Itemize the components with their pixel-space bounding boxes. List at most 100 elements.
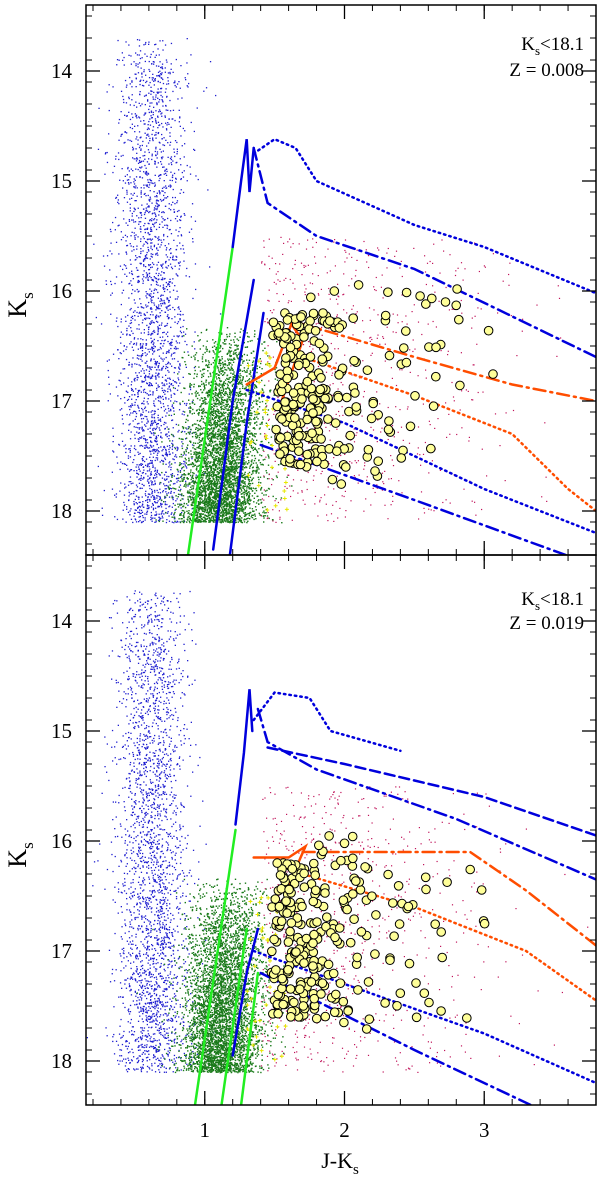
field-star — [155, 202, 158, 204]
field-star — [193, 448, 196, 450]
field-star — [114, 216, 117, 219]
field-star — [172, 384, 174, 387]
field-star — [185, 433, 188, 435]
field-star — [233, 451, 235, 453]
field-star — [214, 405, 216, 408]
field-star — [163, 180, 165, 182]
field-star — [161, 99, 163, 101]
field-star — [158, 316, 160, 318]
field-star — [222, 482, 224, 484]
field-star — [172, 259, 174, 261]
field-star — [236, 479, 239, 481]
field-star — [221, 356, 223, 358]
field-star — [189, 431, 191, 434]
field-star — [132, 148, 135, 150]
field-star — [203, 389, 205, 391]
field-star — [168, 466, 170, 468]
field-star — [164, 192, 166, 194]
field-star — [97, 465, 99, 468]
field-star — [140, 509, 143, 512]
field-star — [177, 469, 179, 471]
field-star — [140, 193, 142, 195]
field-star — [169, 99, 171, 102]
field-star — [158, 111, 160, 113]
field-star — [158, 101, 160, 103]
field-star — [163, 423, 165, 426]
field-star — [139, 452, 141, 455]
field-star — [170, 410, 172, 412]
field-star — [147, 305, 149, 307]
field-star — [202, 483, 205, 485]
field-star — [185, 427, 187, 429]
field-star — [164, 393, 166, 395]
field-star — [180, 248, 182, 250]
field-star — [238, 465, 241, 468]
field-star — [209, 266, 211, 268]
field-star — [229, 376, 232, 379]
field-star — [223, 384, 225, 387]
field-star — [156, 471, 158, 473]
field-star — [177, 521, 179, 523]
field-star — [150, 511, 152, 514]
field-star — [242, 474, 245, 476]
field-star — [205, 452, 207, 454]
field-star — [171, 440, 174, 442]
field-star — [120, 134, 123, 136]
field-star — [143, 372, 145, 374]
field-star — [159, 285, 161, 287]
field-star — [147, 447, 149, 449]
field-star — [193, 373, 196, 375]
field-star — [148, 482, 150, 484]
field-star — [207, 486, 210, 489]
field-star — [252, 418, 255, 420]
field-star — [153, 400, 155, 402]
field-star — [148, 382, 151, 384]
field-star — [186, 467, 188, 469]
field-star — [205, 464, 208, 466]
field-star — [243, 418, 246, 421]
field-star — [253, 518, 255, 521]
field-star — [212, 350, 214, 352]
field-star — [168, 410, 170, 412]
field-star — [216, 423, 219, 425]
field-star — [221, 414, 223, 416]
field-star — [186, 510, 188, 512]
field-star — [226, 377, 228, 380]
field-star — [185, 503, 188, 505]
field-star — [130, 405, 132, 407]
field-star — [147, 246, 149, 249]
field-star — [198, 502, 200, 505]
field-star — [191, 458, 193, 460]
field-star — [170, 42, 173, 45]
field-star — [170, 233, 173, 235]
field-star — [216, 422, 218, 424]
field-star — [140, 391, 142, 393]
field-star — [141, 414, 143, 416]
field-star — [156, 219, 158, 221]
field-star — [224, 419, 226, 422]
field-star — [150, 115, 152, 117]
field-star — [142, 282, 144, 284]
field-star — [160, 73, 162, 75]
field-star — [126, 132, 128, 134]
field-star — [249, 484, 251, 487]
field-star — [171, 521, 173, 523]
field-star — [167, 156, 169, 158]
field-star — [219, 344, 222, 347]
field-star — [249, 371, 252, 374]
field-star — [140, 512, 142, 514]
field-star — [211, 449, 213, 451]
field-star — [148, 470, 150, 472]
field-star — [141, 436, 143, 438]
field-star — [218, 404, 220, 406]
field-star — [218, 456, 220, 459]
field-star — [189, 166, 191, 168]
field-star — [151, 79, 154, 81]
field-star — [262, 349, 264, 352]
field-star — [134, 445, 136, 447]
field-star — [120, 303, 122, 306]
field-star — [257, 476, 259, 478]
field-star — [193, 148, 195, 151]
field-star — [187, 86, 189, 88]
field-star — [215, 501, 217, 503]
